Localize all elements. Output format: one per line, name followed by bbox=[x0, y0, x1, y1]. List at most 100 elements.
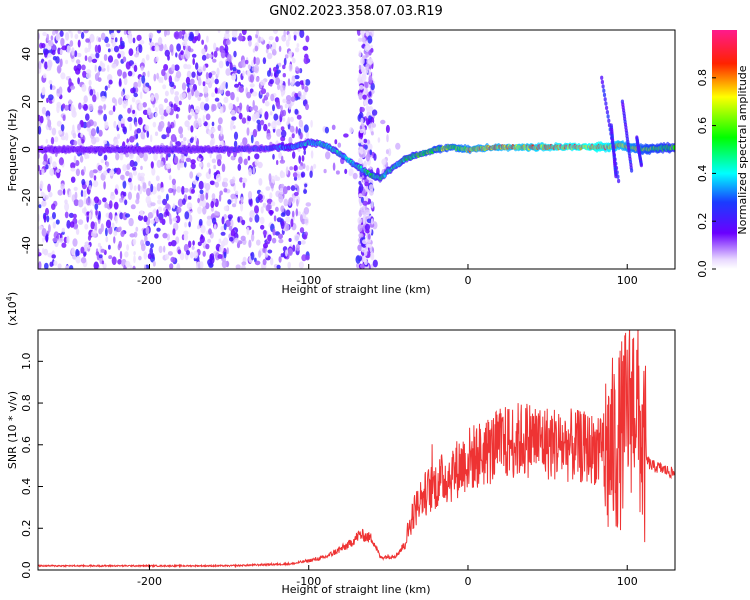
spectrogram-speckle-mark bbox=[127, 177, 132, 183]
spectrogram-speckle-mark bbox=[358, 50, 362, 58]
spectrogram-speckle-mark bbox=[217, 124, 222, 131]
spectrogram-speckle-mark bbox=[137, 214, 144, 221]
spectrogram-speckle-mark bbox=[169, 263, 174, 269]
spectrogram-speckle-mark bbox=[189, 137, 194, 144]
spectrogram-speckle-mark bbox=[285, 216, 291, 223]
spectrogram-speckle-mark bbox=[386, 134, 389, 143]
spectrogram-speckle-mark bbox=[249, 106, 254, 111]
spectrogram-speckle-mark bbox=[187, 195, 192, 200]
spectrogram-speckle-mark bbox=[72, 238, 78, 247]
spectrogram-speckle-mark bbox=[98, 219, 101, 225]
spectrogram-speckle-mark bbox=[291, 195, 296, 204]
spectrogram-speckle-mark bbox=[56, 65, 62, 74]
spectrogram-speckle-mark bbox=[145, 226, 150, 235]
spectrogram-speckle-mark bbox=[304, 183, 308, 188]
spectrogram-speckle-mark bbox=[278, 256, 282, 263]
spectrogram-speckle-mark bbox=[290, 96, 296, 102]
spectrogram-speckle-mark bbox=[59, 237, 64, 243]
spectrogram-speckle-mark bbox=[83, 95, 88, 103]
spectrogram-speckle-mark bbox=[103, 113, 107, 122]
spectrogram-speckle-mark bbox=[90, 221, 95, 230]
spectrogram-speckle-mark bbox=[186, 202, 193, 210]
spectrogram-speckle-mark bbox=[271, 121, 277, 130]
spectrogram-speckle-mark bbox=[214, 88, 218, 94]
spectrogram-speckle-mark bbox=[234, 190, 239, 195]
spectrogram-speckle-mark bbox=[165, 126, 172, 134]
spectrogram-speckle-mark bbox=[194, 89, 199, 98]
spectrogram-speckle-mark bbox=[88, 79, 92, 86]
spectrogram-speckle-mark bbox=[212, 58, 217, 63]
spectrogram-speckle-mark bbox=[206, 162, 211, 168]
spectrogram-speckle-mark bbox=[300, 171, 306, 178]
spectrogram-speckle-mark bbox=[43, 248, 49, 256]
spectrogram-speckle-mark bbox=[364, 81, 369, 89]
spectrogram-speckle-mark bbox=[358, 233, 364, 238]
spectrogram-speckle-mark bbox=[323, 168, 327, 174]
spectrogram-speckle-mark bbox=[97, 242, 101, 248]
spectrogram-speckle-mark bbox=[367, 143, 373, 151]
spectrogram-speckle-mark bbox=[104, 85, 108, 91]
spectrogram-speckle-mark bbox=[242, 137, 248, 146]
spectrogram-speckle-mark bbox=[45, 138, 48, 144]
spectrogram-speckle-mark bbox=[115, 153, 120, 161]
spectrogram-speckle-mark bbox=[119, 250, 123, 260]
spectrogram-speckle-mark bbox=[361, 73, 367, 82]
spectrogram-speckle-mark bbox=[170, 134, 177, 142]
spectrogram-speckle-mark bbox=[252, 129, 258, 138]
spectrogram-speckle-mark bbox=[117, 53, 121, 59]
spectrogram-speckle-mark bbox=[83, 166, 86, 173]
spectrogram-speckle-mark bbox=[269, 78, 274, 85]
spectrogram-streak-mark bbox=[617, 178, 621, 184]
spectrogram-x-ticks: -200 -100 0 100 bbox=[137, 264, 638, 287]
spectrogram-speckle-mark bbox=[365, 153, 370, 162]
colorbar-gradient bbox=[712, 30, 737, 269]
spectrogram-speckle-mark bbox=[74, 50, 78, 58]
spectrogram-speckle-mark bbox=[272, 48, 277, 55]
spectrogram-speckle-mark bbox=[108, 244, 111, 250]
spectrogram-speckle-mark bbox=[117, 97, 123, 106]
spectrogram-speckle-mark bbox=[129, 233, 135, 238]
spectrogram-speckle-mark bbox=[167, 121, 171, 128]
spectrogram-speckle-mark bbox=[65, 59, 69, 65]
y-tick-label: 1.0 bbox=[20, 353, 33, 371]
spectrogram-speckle-mark bbox=[360, 117, 364, 125]
spectrogram-speckle-mark bbox=[103, 170, 108, 176]
spectrogram-speckle-mark bbox=[385, 124, 390, 134]
spectrogram-speckle-mark bbox=[295, 208, 298, 217]
spectrogram-speckle-mark bbox=[231, 30, 238, 38]
spectrogram-speckle-mark bbox=[41, 192, 46, 198]
spectrogram-speckle-mark bbox=[164, 90, 169, 97]
spectrogram-speckle-mark bbox=[59, 30, 64, 37]
spectrogram-speckle-mark bbox=[297, 173, 300, 178]
spectrogram-speckle-mark bbox=[175, 113, 179, 119]
spectrogram-speckle-mark bbox=[285, 166, 289, 175]
spectrogram-speckle-mark bbox=[191, 53, 197, 58]
spectrogram-speckle-mark bbox=[230, 193, 236, 199]
spectrogram-speckle-mark bbox=[217, 30, 221, 34]
spectrogram-speckle-mark bbox=[292, 244, 296, 252]
spectrogram-speckle-mark bbox=[49, 83, 53, 90]
spectrogram-speckle-mark bbox=[189, 214, 193, 223]
spectrogram-speckle-mark bbox=[146, 187, 151, 197]
spectrogram-speckle-mark bbox=[284, 54, 289, 59]
spectrogram-speckle-mark bbox=[218, 60, 224, 69]
spectrogram-speckle-mark bbox=[211, 92, 215, 98]
spectrogram-speckle-mark bbox=[309, 170, 313, 178]
spectrogram-speckle-mark bbox=[165, 105, 171, 114]
spectrogram-streak-mark bbox=[607, 118, 611, 124]
spectrogram-streak-mark bbox=[630, 168, 634, 173]
spectrogram-speckle-mark bbox=[140, 175, 145, 185]
spectrogram-speckle-mark bbox=[199, 189, 204, 194]
spectrogram-speckle-mark bbox=[136, 128, 142, 134]
spectrogram-speckle-mark bbox=[73, 199, 79, 207]
spectrogram-speckle-mark bbox=[344, 168, 348, 175]
spectrogram-speckle-mark bbox=[368, 115, 372, 120]
spectrogram-speckle-mark bbox=[249, 83, 255, 88]
spectrogram-speckle-mark bbox=[362, 215, 366, 225]
spectrogram-speckle-mark bbox=[296, 43, 300, 48]
y-tick-label: 0.4 bbox=[20, 478, 33, 496]
spectrogram-speckle-mark bbox=[281, 92, 284, 97]
spectrogram-speckle-mark bbox=[294, 92, 298, 98]
spectrogram-speckle-mark bbox=[271, 42, 277, 50]
spectrogram-speckle-mark bbox=[145, 195, 151, 204]
